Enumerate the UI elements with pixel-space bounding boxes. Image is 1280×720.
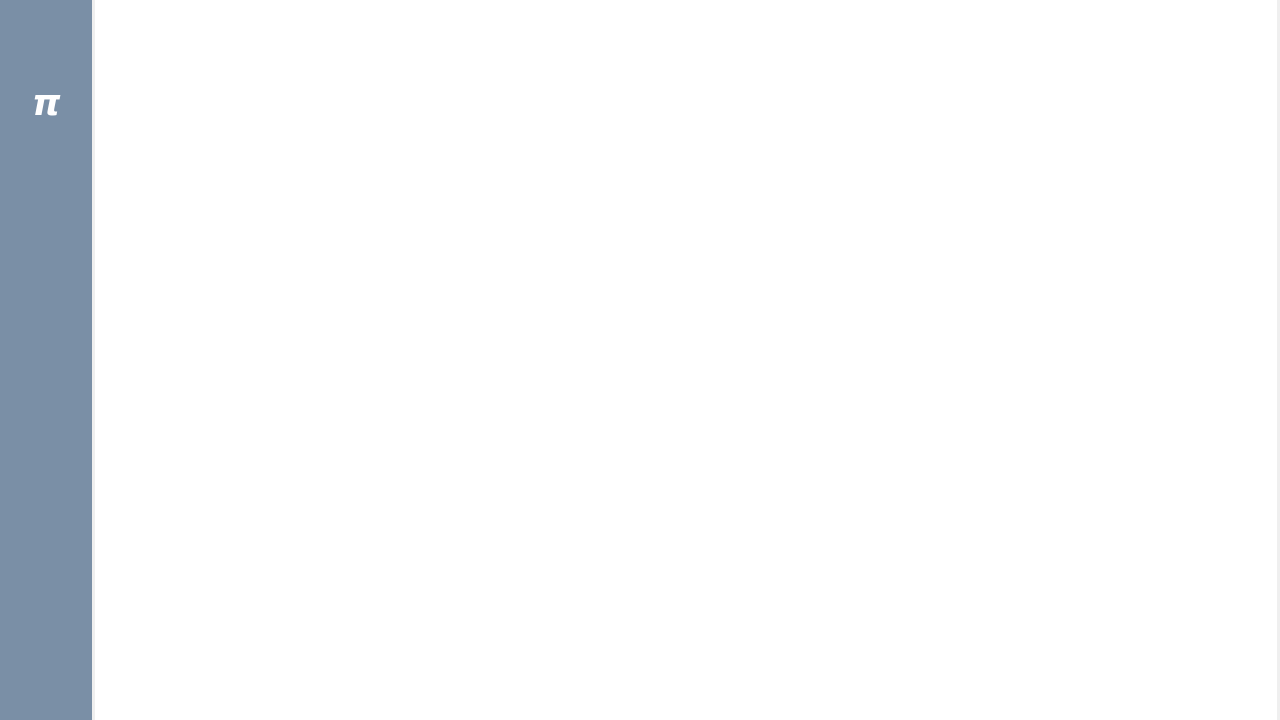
Text: 7: 7	[1011, 352, 1021, 366]
Text: +: +	[366, 154, 379, 168]
FancyBboxPatch shape	[471, 141, 549, 202]
Text: G3(s) = 1/(s+2): G3(s) = 1/(s+2)	[362, 527, 559, 549]
Text: -: -	[407, 203, 412, 217]
Text: H2(s) = 8,: H2(s) = 8,	[641, 583, 772, 606]
FancyBboxPatch shape	[558, 372, 636, 433]
Text: +: +	[608, 126, 621, 140]
Text: H₂(S): H₂(S)	[708, 295, 749, 310]
Text: +: +	[563, 154, 576, 168]
Text: 5: 5	[593, 453, 603, 467]
Text: -: -	[852, 203, 858, 217]
Text: C(S): C(S)	[1152, 134, 1185, 148]
Text: System with multiple feedback loops: System with multiple feedback loops	[205, 32, 983, 75]
Text: R(S): R(S)	[205, 134, 238, 148]
Text: +: +	[812, 154, 824, 168]
FancyBboxPatch shape	[977, 272, 1056, 333]
Text: H₁(S): H₁(S)	[576, 396, 618, 410]
FancyBboxPatch shape	[689, 272, 768, 333]
Text: 1: 1	[305, 221, 315, 235]
Text: Let: Let	[248, 470, 289, 493]
Text: +: +	[858, 126, 870, 140]
Text: H3(s) = 12,: H3(s) = 12,	[904, 583, 1050, 606]
Text: +: +	[412, 126, 425, 140]
Text: 2: 2	[506, 221, 515, 235]
Text: 3: 3	[723, 221, 733, 235]
FancyBboxPatch shape	[977, 141, 1056, 202]
FancyBboxPatch shape	[270, 141, 348, 202]
Circle shape	[835, 147, 884, 196]
Circle shape	[389, 147, 439, 196]
Text: H₃(S): H₃(S)	[996, 295, 1037, 310]
Text: G₄(S): G₄(S)	[996, 165, 1037, 179]
FancyBboxPatch shape	[685, 141, 772, 202]
Text: G₂(S): G₂(S)	[490, 165, 531, 179]
Circle shape	[586, 147, 635, 196]
Text: H1(s) = 4: H1(s) = 4	[362, 583, 484, 606]
Text: G4(s) = 1/(s+3),: G4(s) = 1/(s+3),	[641, 527, 847, 549]
Text: -: -	[604, 203, 609, 217]
Text: G₃ (S): G₃ (S)	[705, 165, 751, 179]
Text: G2(s) = 1/(s+1),: G2(s) = 1/(s+1),	[641, 470, 847, 493]
Text: G1(s) = 1: G1(s) = 1	[362, 470, 483, 493]
Text: 6: 6	[723, 352, 733, 366]
Text: G₁(S): G₁(S)	[289, 165, 330, 179]
Text: 4: 4	[1011, 221, 1021, 235]
Text: π: π	[32, 87, 60, 122]
